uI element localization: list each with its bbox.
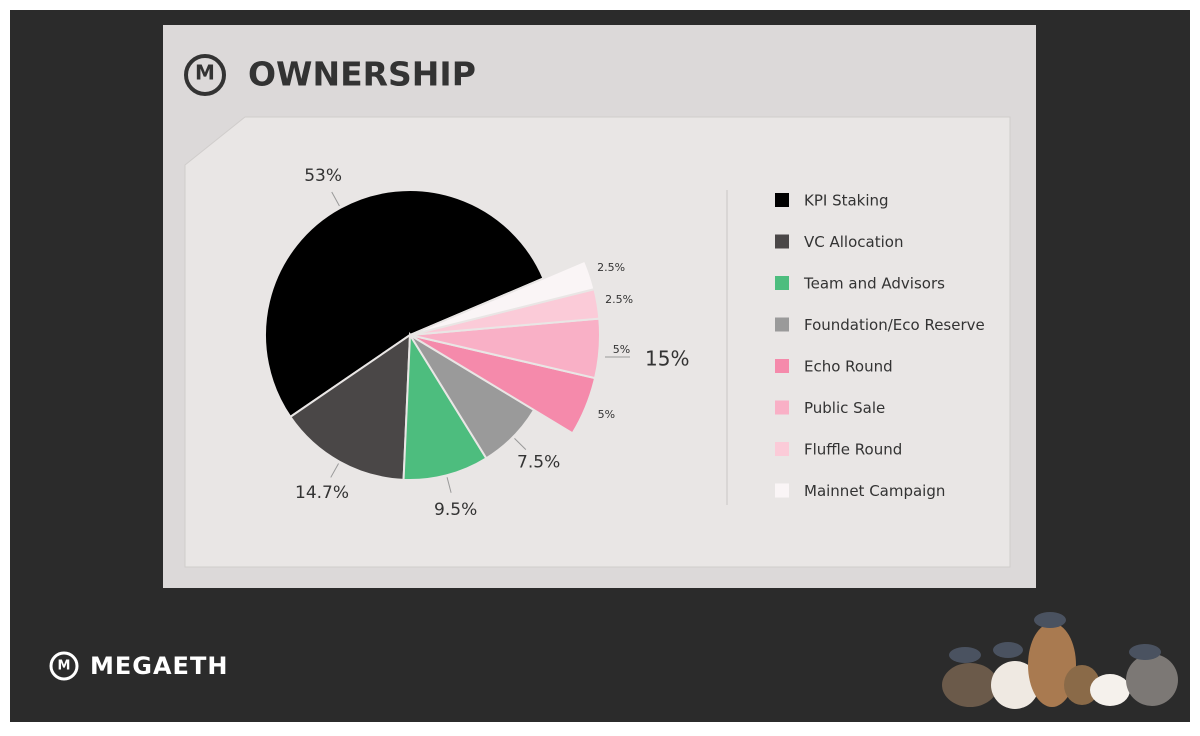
legend-label: Mainnet Campaign: [804, 482, 945, 500]
brand-logo: [49, 651, 79, 681]
pie-slice: [288, 333, 412, 481]
brand-name: MEGAETH: [90, 652, 228, 680]
legend-swatch: [775, 234, 789, 249]
legend-swatch: [775, 442, 789, 456]
leader-line: [514, 438, 527, 451]
legend-label: VC Allocation: [804, 233, 903, 251]
group-label: 15%: [645, 347, 689, 371]
legend-swatch: [775, 359, 789, 373]
value-label: 9.5%: [434, 500, 477, 520]
logo: [184, 54, 226, 96]
pie-slice: [264, 189, 545, 419]
brand-logo-letter: M: [58, 659, 71, 674]
logo-letter: M: [195, 61, 215, 85]
legend-label: Team and Advisors: [803, 275, 945, 293]
legend-swatch: [775, 276, 789, 290]
legend-swatch: [775, 483, 789, 498]
legend-swatch: [775, 193, 789, 207]
value-label: 7.5%: [517, 452, 560, 472]
legend-label: Foundation/Eco Reserve: [804, 316, 985, 334]
legend-label: Public Sale: [804, 399, 885, 417]
value-label: 2.5%: [597, 261, 625, 274]
value-label: 53%: [304, 166, 342, 186]
legend-swatch: [775, 317, 789, 332]
legend-label: KPI Staking: [804, 192, 889, 210]
legend-label: Echo Round: [804, 358, 893, 376]
leader-line: [446, 477, 452, 493]
value-label: 14.7%: [295, 483, 349, 503]
pie-slice: [409, 259, 596, 336]
chart-title: OWNERSHIP: [248, 55, 476, 94]
pie-slice: [402, 331, 488, 481]
rabbits-decoration: [942, 612, 1178, 709]
legend-label: Fluffle Round: [804, 441, 902, 459]
leader-line: [331, 191, 340, 207]
legend-swatch: [775, 400, 789, 415]
value-label: 5%: [598, 408, 615, 421]
leader-line: [330, 463, 339, 478]
value-label: 5%: [613, 343, 630, 356]
value-label: 2.5%: [605, 293, 633, 306]
